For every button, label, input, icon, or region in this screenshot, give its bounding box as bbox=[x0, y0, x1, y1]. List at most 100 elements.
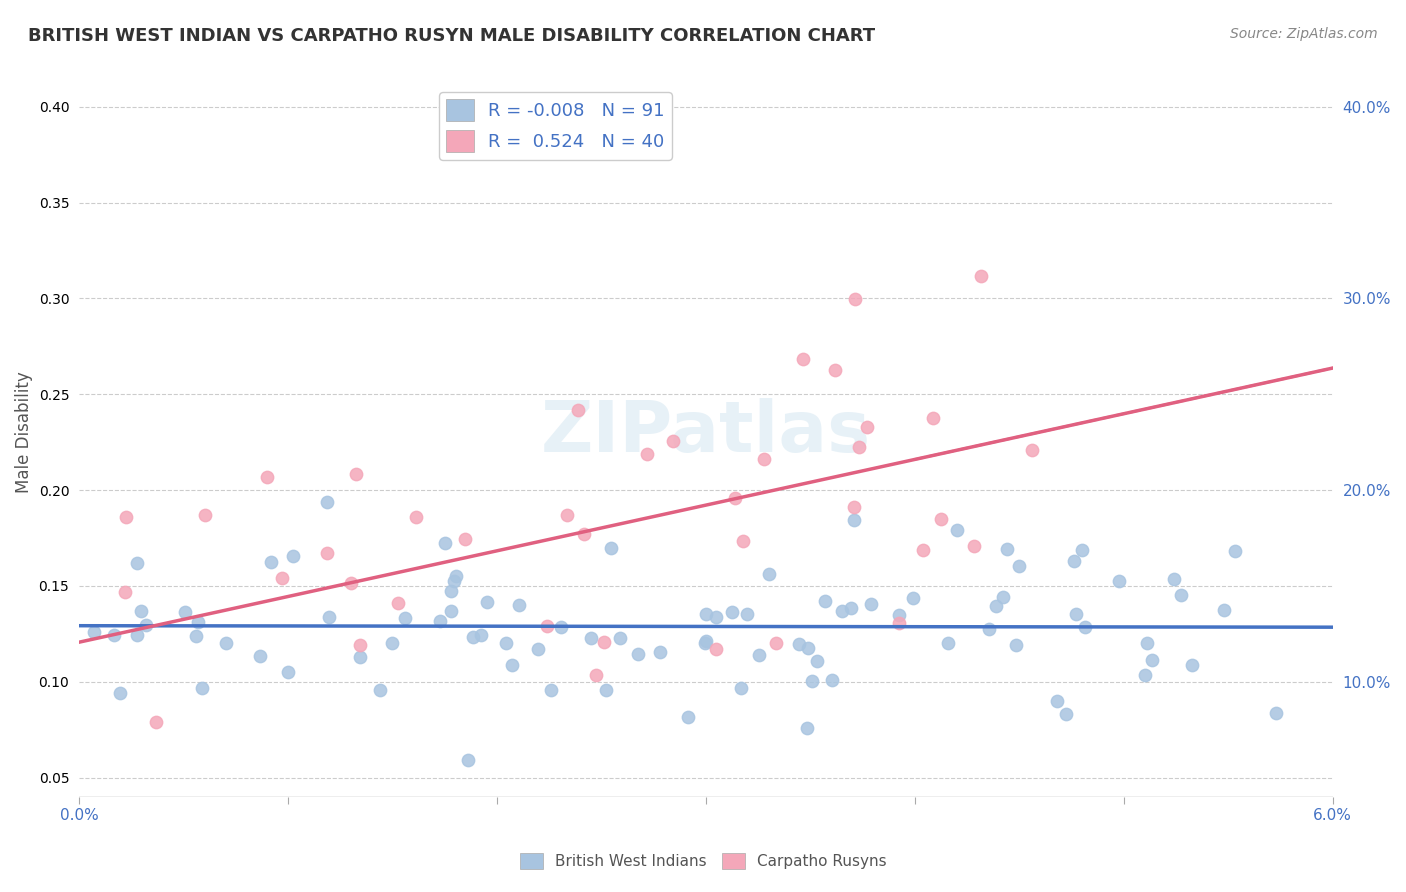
Point bbox=[191, 681, 214, 696]
Point bbox=[440, 604, 463, 618]
Point bbox=[115, 510, 138, 524]
Point bbox=[724, 491, 747, 505]
Point bbox=[318, 610, 340, 624]
Point bbox=[475, 595, 498, 609]
Point bbox=[831, 604, 853, 618]
Point bbox=[929, 512, 952, 526]
Point bbox=[821, 673, 844, 687]
Point bbox=[135, 617, 157, 632]
Point bbox=[704, 609, 727, 624]
Point bbox=[405, 509, 427, 524]
Point bbox=[567, 403, 589, 417]
Point bbox=[527, 641, 550, 656]
Point bbox=[797, 640, 820, 655]
Legend: R = -0.008   N = 91, R =  0.524   N = 40: R = -0.008 N = 91, R = 0.524 N = 40 bbox=[439, 92, 672, 160]
Point bbox=[129, 604, 152, 618]
Point bbox=[787, 637, 810, 651]
Point bbox=[380, 636, 402, 650]
Point bbox=[508, 598, 530, 612]
Point bbox=[555, 508, 578, 522]
Point bbox=[636, 447, 658, 461]
Legend: British West Indians, Carpatho Rusyns: British West Indians, Carpatho Rusyns bbox=[513, 847, 893, 875]
Point bbox=[730, 681, 752, 695]
Point bbox=[945, 523, 967, 537]
Point bbox=[995, 542, 1018, 557]
Text: ZIPatlas: ZIPatlas bbox=[541, 398, 870, 467]
Point bbox=[461, 630, 484, 644]
Point bbox=[844, 513, 866, 527]
Point bbox=[855, 419, 877, 434]
Point bbox=[731, 534, 754, 549]
Point bbox=[627, 648, 650, 662]
Point bbox=[720, 605, 742, 619]
Point bbox=[579, 631, 602, 645]
Point bbox=[495, 636, 517, 650]
Point bbox=[108, 686, 131, 700]
Point bbox=[457, 753, 479, 767]
Point bbox=[936, 636, 959, 650]
Point bbox=[979, 622, 1001, 636]
Point bbox=[446, 569, 468, 583]
Point bbox=[440, 584, 463, 599]
Point bbox=[704, 642, 727, 657]
Point bbox=[434, 536, 457, 550]
Point bbox=[249, 648, 271, 663]
Point bbox=[796, 721, 818, 735]
Point bbox=[593, 634, 616, 648]
Point bbox=[1170, 588, 1192, 602]
Point bbox=[1021, 443, 1043, 458]
Point bbox=[844, 292, 866, 306]
Point bbox=[540, 683, 562, 698]
Point bbox=[1133, 667, 1156, 681]
Point bbox=[125, 556, 148, 570]
Point bbox=[443, 574, 465, 588]
Point bbox=[1071, 543, 1094, 558]
Point bbox=[277, 665, 299, 680]
Point bbox=[1074, 620, 1097, 634]
Point bbox=[1046, 694, 1069, 708]
Point bbox=[83, 625, 105, 640]
Point bbox=[470, 628, 492, 642]
Point bbox=[550, 620, 572, 634]
Point bbox=[103, 628, 125, 642]
Point bbox=[662, 434, 685, 449]
Y-axis label: Male Disability: Male Disability bbox=[15, 372, 32, 493]
Point bbox=[911, 542, 934, 557]
Point bbox=[270, 571, 292, 585]
Point bbox=[387, 596, 409, 610]
Point bbox=[595, 683, 617, 698]
Point bbox=[695, 607, 717, 621]
Point bbox=[344, 467, 367, 482]
Point bbox=[340, 576, 363, 591]
Point bbox=[922, 410, 945, 425]
Point bbox=[678, 710, 700, 724]
Point bbox=[370, 682, 392, 697]
Point bbox=[394, 611, 416, 625]
Point bbox=[145, 715, 167, 730]
Point bbox=[1140, 653, 1163, 667]
Point bbox=[963, 539, 986, 553]
Point bbox=[737, 607, 759, 621]
Point bbox=[585, 667, 607, 681]
Point bbox=[316, 495, 339, 509]
Point bbox=[752, 451, 775, 466]
Point bbox=[693, 636, 716, 650]
Point bbox=[429, 614, 451, 628]
Point bbox=[1064, 607, 1087, 622]
Point bbox=[969, 269, 991, 284]
Point bbox=[765, 636, 787, 650]
Point bbox=[332, 830, 354, 844]
Point bbox=[1005, 638, 1028, 652]
Point bbox=[215, 636, 238, 650]
Point bbox=[848, 440, 870, 454]
Point bbox=[184, 630, 207, 644]
Point bbox=[800, 673, 823, 688]
Point bbox=[174, 605, 197, 619]
Point bbox=[127, 628, 149, 642]
Point bbox=[1163, 572, 1185, 586]
Point bbox=[609, 631, 631, 645]
Point bbox=[349, 649, 371, 664]
Point bbox=[806, 654, 828, 668]
Point bbox=[316, 546, 339, 560]
Text: Source: ZipAtlas.com: Source: ZipAtlas.com bbox=[1230, 27, 1378, 41]
